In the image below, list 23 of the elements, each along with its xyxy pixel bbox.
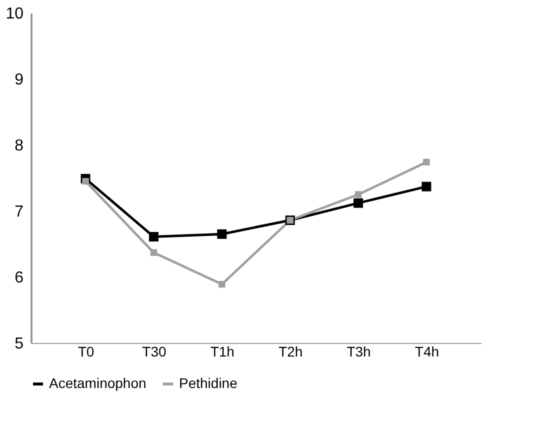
y-tick-label: 8 [14,138,24,154]
point [148,232,158,242]
legend-label: Pethidine [179,375,238,391]
legend-label: Acetaminophon [49,375,146,391]
y-tick-label: 5 [14,336,24,352]
x-tick-label: T0 [78,344,94,360]
point [150,249,158,256]
x-tick-label: T3h [346,344,371,360]
x-tick-label: T30 [142,344,167,360]
point [218,280,226,288]
x-tick-label: T2h [278,344,303,360]
y-tick-label: 9 [14,72,24,88]
point [423,158,430,166]
point [82,178,89,185]
point [217,229,227,239]
x-tick-label: T1h [210,344,234,360]
point [354,191,362,198]
point [354,198,364,208]
y-tick-label: 6 [14,270,24,286]
y-tick-label: 10 [6,6,24,22]
x-tick-label: T4h [414,344,440,360]
y-tick-label: 7 [14,204,24,220]
point [422,182,432,192]
